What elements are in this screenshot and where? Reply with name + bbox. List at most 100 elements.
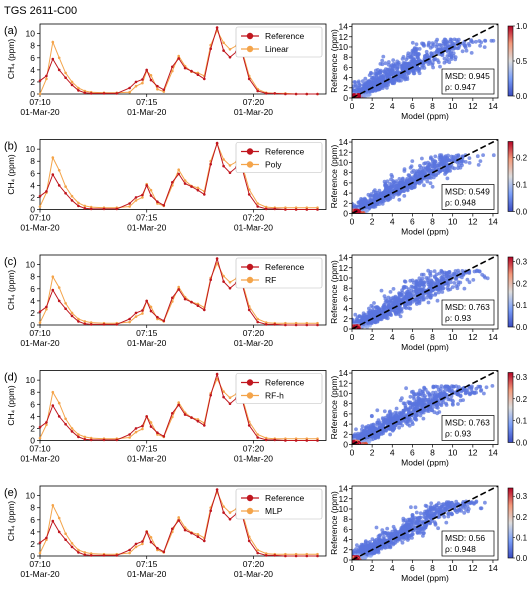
series-point — [284, 437, 287, 441]
scatter-point — [455, 46, 460, 51]
scatter-point — [478, 159, 483, 164]
series-point — [51, 275, 55, 279]
series-point — [171, 69, 174, 73]
scatter-point — [450, 402, 455, 406]
series-point — [156, 317, 159, 321]
series-point — [196, 418, 200, 421]
scatter-point — [450, 398, 454, 403]
scatter-x-tick-label: 14 — [488, 332, 498, 342]
x-tick-label-time: 07:15 — [136, 444, 158, 454]
series-point — [256, 317, 260, 321]
scatter-point — [401, 285, 406, 289]
series-point — [228, 511, 232, 514]
scatter-point — [394, 406, 399, 411]
y-tick-label: 0 — [30, 205, 35, 215]
series-point — [316, 323, 319, 327]
scatter-point — [404, 386, 408, 391]
colorbar-tick-label: 0.3 — [516, 257, 528, 266]
scatter-y-tick-label: 14 — [339, 368, 349, 378]
scatter-x-tick-label: 4 — [390, 332, 395, 342]
series-point — [149, 421, 153, 424]
scatter-point — [393, 297, 397, 301]
scatter-point — [383, 305, 387, 309]
scatter-point — [406, 51, 411, 56]
scatter-point — [435, 43, 440, 47]
series-point — [38, 92, 42, 96]
legend-swatch-marker — [246, 161, 254, 168]
scatter-point — [435, 298, 440, 303]
series-point — [38, 79, 42, 82]
scatter-point — [457, 385, 461, 389]
scatter-point — [387, 426, 392, 431]
series-point — [51, 40, 55, 44]
series-point — [294, 439, 298, 442]
series-point — [264, 323, 268, 326]
series-point — [209, 162, 212, 166]
series-point — [215, 262, 219, 265]
panel-label: (c) — [4, 256, 17, 268]
series-point — [273, 554, 277, 557]
series-point — [222, 41, 225, 44]
scatter-point — [456, 166, 460, 171]
scatter-point — [423, 503, 428, 508]
scatter-point — [467, 385, 472, 390]
series-point — [284, 208, 287, 211]
scatter-point — [377, 188, 382, 193]
legend-label: Linear — [265, 44, 289, 54]
series-point — [183, 66, 187, 70]
series-point — [228, 48, 232, 51]
series-point — [294, 323, 298, 327]
series-point — [51, 173, 55, 176]
colorbar-tick-label: 0.0 — [516, 208, 528, 217]
scatter-point — [463, 44, 467, 48]
x-tick-label-time: 07:20 — [243, 444, 265, 454]
scatter-point — [455, 286, 460, 291]
scatter-point — [375, 319, 380, 324]
series-point — [264, 436, 268, 440]
series-point — [183, 182, 187, 185]
scatter-point — [364, 82, 369, 86]
scatter-point — [430, 398, 435, 403]
stats-msd: MSD: 0.549 — [445, 187, 490, 197]
scatter-point — [476, 163, 481, 167]
series-point — [305, 323, 309, 327]
series-point — [196, 188, 200, 192]
series-point — [284, 554, 287, 558]
scatter-point — [482, 45, 487, 49]
scatter-point — [474, 39, 478, 44]
series-point — [38, 436, 42, 440]
series-point — [115, 554, 119, 557]
scatter-point — [478, 384, 483, 389]
scatter-x-tick-label: 10 — [448, 448, 458, 458]
y-tick-label: 6 — [30, 399, 35, 409]
series-point — [64, 185, 67, 188]
scatter-point — [446, 288, 451, 292]
series-point — [134, 80, 138, 84]
series-point — [196, 533, 200, 536]
x-tick-label-date: 01-Mar-20 — [234, 223, 273, 233]
identity-line — [352, 139, 498, 214]
series-point — [177, 403, 180, 407]
scatter-point — [384, 72, 389, 77]
y-tick-label: 6 — [30, 53, 35, 63]
x-tick-label-time: 07:10 — [29, 559, 51, 569]
scatter-point — [433, 57, 438, 61]
scatter-point — [377, 308, 382, 313]
scatter-point — [362, 94, 367, 98]
scatter-point — [386, 295, 391, 300]
series-point — [134, 84, 138, 88]
series-point — [141, 312, 144, 315]
x-tick-label-date: 01-Mar-20 — [127, 454, 166, 464]
series-point — [183, 179, 187, 182]
scatter-point — [402, 401, 407, 406]
scatter-point — [430, 184, 435, 189]
scatter-point — [369, 192, 374, 196]
legend-label: Reference — [265, 262, 304, 272]
y-tick-label: 10 — [26, 260, 36, 270]
series-point — [57, 169, 61, 172]
series-point — [294, 208, 298, 211]
scatter-frame — [351, 254, 499, 330]
scatter-point — [402, 194, 407, 198]
scatter-point — [442, 161, 447, 166]
series-point — [115, 438, 119, 442]
